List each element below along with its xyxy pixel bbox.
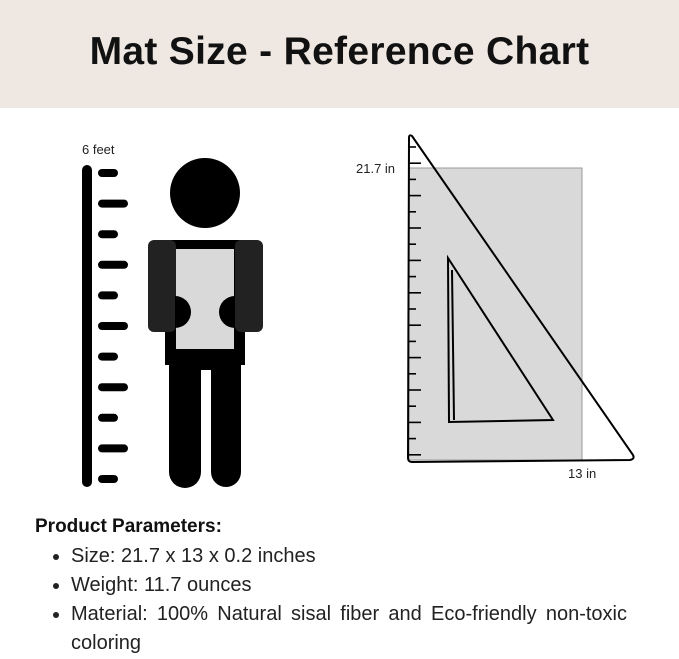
set-square-ticks xyxy=(409,146,421,456)
height-ruler-bar xyxy=(82,165,92,487)
mat-rectangle xyxy=(408,167,583,461)
param-size: Size: 21.7 x 13 x 0.2 inches xyxy=(71,542,627,571)
set-square-icon xyxy=(406,134,635,464)
mat-held xyxy=(176,249,234,349)
height-ruler-ticks xyxy=(98,169,128,483)
params-list: Size: 21.7 x 13 x 0.2 inches Weight: 11.… xyxy=(35,542,627,658)
set-square-cutout xyxy=(446,254,555,424)
length-label: 21.7 in xyxy=(356,161,395,176)
size-diagram: 6 feet 21.7 in 13 in xyxy=(82,134,635,488)
width-label: 13 in xyxy=(568,466,596,481)
height-label: 6 feet xyxy=(82,142,115,157)
param-material: Material: 100% Natural sisal fiber and E… xyxy=(71,600,627,658)
product-parameters: Product Parameters: Size: 21.7 x 13 x 0.… xyxy=(35,516,627,658)
params-title: Product Parameters: xyxy=(35,516,222,537)
person-icon xyxy=(148,158,263,488)
param-weight: Weight: 11.7 ounces xyxy=(71,571,627,600)
page-title: Mat Size - Reference Chart xyxy=(89,30,590,73)
header-band: Mat Size - Reference Chart xyxy=(0,0,679,108)
